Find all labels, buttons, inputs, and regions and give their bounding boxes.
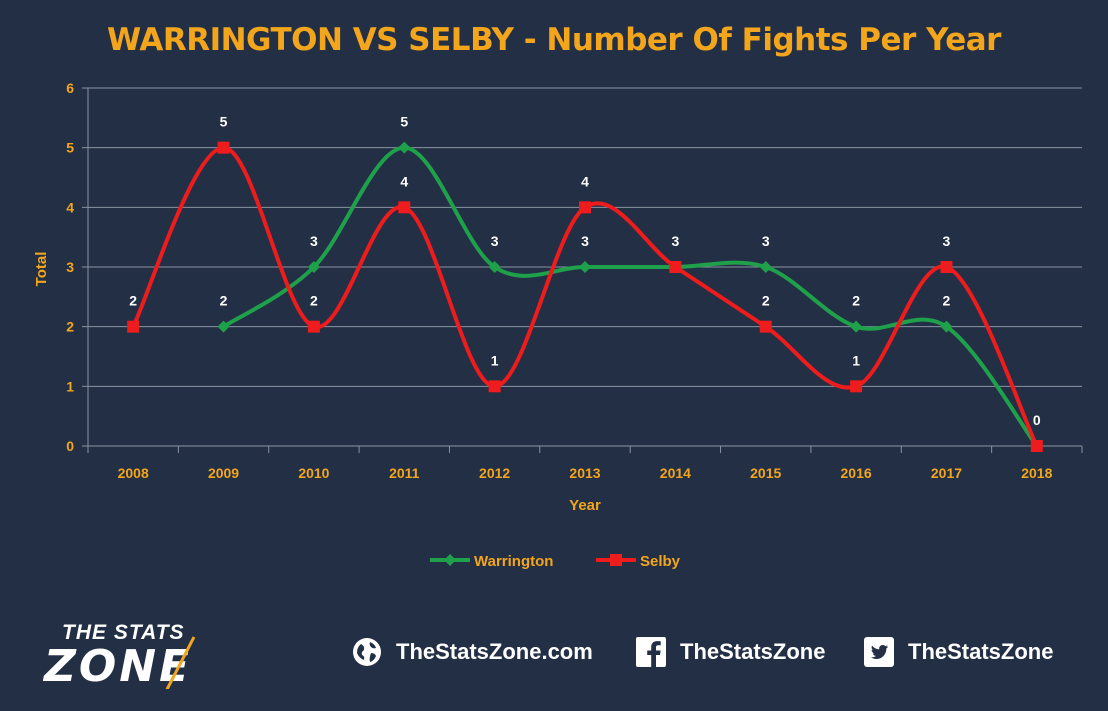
website-link[interactable]: TheStatsZone.com [352,637,593,667]
data-label: 2 [943,293,951,309]
y-tick-label: 2 [66,319,74,335]
y-axis-ticks: 0 1 2 3 4 5 6 [66,80,74,454]
selby-point [759,320,772,333]
legend[interactable]: Warrington Selby [430,553,681,570]
selby-point [398,201,411,214]
x-tick-label: 2009 [208,465,239,481]
axes [82,87,1083,453]
warrington-point [398,141,411,154]
data-label: 4 [581,173,589,189]
data-labels: 2 5 2 3 2 5 4 3 1 4 3 3 3 2 2 1 3 2 0 [129,114,1041,428]
facebook-link[interactable]: TheStatsZone [636,637,825,667]
data-label: 2 [310,293,318,309]
globe-icon [353,638,381,666]
selby-point [217,141,230,154]
data-label: 4 [400,173,408,189]
series-markers [127,141,1043,452]
y-tick-label: 5 [66,140,74,156]
y-tick-label: 4 [66,199,74,215]
warrington-point [759,261,772,273]
warrington-legend-marker [444,554,456,566]
data-label: 2 [220,293,228,309]
stats-zone-logo[interactable]: THE STATS ZONE [42,619,242,692]
warrington-line [222,145,1039,448]
selby-point [940,261,953,273]
twitter-text: TheStatsZone [908,639,1054,664]
data-label: 2 [762,293,770,309]
x-tick-label: 2011 [389,465,420,481]
data-label: 3 [762,233,770,249]
logo-slash [165,636,196,689]
data-label: 3 [581,233,589,249]
selby-point [850,380,863,393]
website-text: TheStatsZone.com [396,639,593,664]
selby-point [579,201,591,214]
y-tick-label: 0 [66,438,74,454]
data-label: 3 [943,233,951,249]
x-tick-label: 2012 [479,465,510,481]
warrington-point [217,320,230,333]
selby-point [488,380,501,393]
data-label: 3 [671,233,679,249]
warrington-point [307,261,320,273]
selby-point [307,320,320,333]
selby-legend-marker [610,554,622,566]
data-label: 2 [852,293,860,309]
warrington-legend-label: Warrington [474,553,553,570]
x-axis-label: Year [569,497,601,514]
selby-point [669,261,682,273]
selby-line [131,145,1039,447]
facebook-icon [636,637,666,667]
selby-point [127,320,140,333]
logo-line-1: THE STATS [62,621,185,644]
x-axis-ticks: 2008 2009 2010 2011 2012 2013 2014 2015 2016 2017… [118,465,1053,481]
x-tick-label: 2014 [660,465,691,481]
footer: THE STATS ZONE TheStatsZone.com TheStats… [0,605,1108,705]
y-tick-label: 6 [66,80,74,96]
data-label: 5 [220,114,228,130]
warrington-point [488,261,501,273]
x-tick-label: 2008 [118,465,149,481]
x-tick-label: 2016 [841,465,872,481]
x-tick-label: 2017 [931,465,962,481]
logo-line-2: ZONE [44,641,193,692]
chart-title: WARRINGTON VS SELBY - Number Of Fights P… [107,22,1001,58]
warrington-point [579,261,591,273]
data-label: 1 [852,352,860,368]
y-axis-label: Total [33,252,50,287]
data-label: 3 [491,233,499,249]
selby-legend-label: Selby [640,553,681,570]
y-tick-label: 1 [66,378,74,394]
facebook-text: TheStatsZone [680,639,826,664]
series-lines [131,145,1039,448]
data-label: 2 [129,293,137,309]
data-label: 0 [1033,412,1041,428]
x-tick-label: 2013 [569,465,600,481]
data-label: 5 [400,114,408,130]
selby-point [1030,440,1043,452]
twitter-link[interactable]: TheStatsZone [864,637,1053,667]
data-label: 1 [491,352,499,368]
warrington-point [940,320,953,333]
x-tick-label: 2010 [298,465,329,481]
y-tick-label: 3 [66,259,74,275]
x-tick-label: 2018 [1021,465,1052,481]
x-tick-label: 2015 [750,465,781,481]
data-label: 3 [310,233,318,249]
twitter-icon [864,637,894,667]
warrington-point [850,320,863,333]
